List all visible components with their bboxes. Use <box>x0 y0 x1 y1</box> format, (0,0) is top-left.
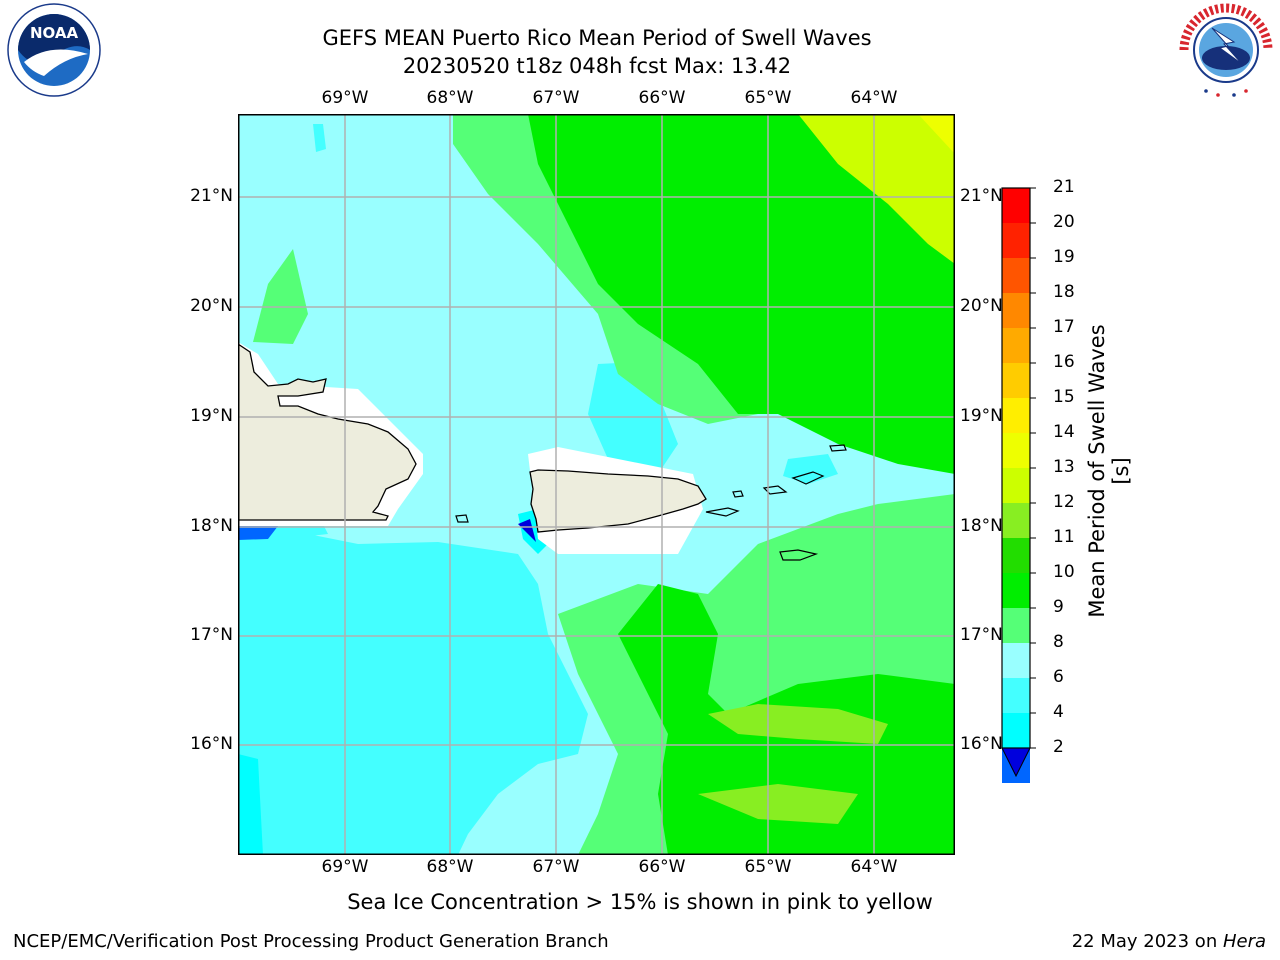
land-vieques <box>705 507 740 517</box>
lat-label-left-18n: 18°N <box>190 516 233 536</box>
map-frame <box>238 114 955 855</box>
contour-11-12 <box>708 704 888 744</box>
contour-12-13 <box>798 114 955 264</box>
lon-label-bottom-67w: 67°W <box>532 857 580 877</box>
map-panel <box>238 114 955 855</box>
colorbar-tick-label: 21 <box>1053 177 1075 197</box>
lon-label-bottom-66w: 66°W <box>638 857 686 877</box>
lon-label-top-69w: 69°W <box>321 88 369 108</box>
land-bvi <box>791 471 825 485</box>
lon-label-bottom-68w: 68°W <box>426 857 474 877</box>
lon-label-bottom-65w: 65°W <box>744 857 792 877</box>
colorbar-tick-label: 16 <box>1053 352 1075 372</box>
colorbar-band <box>1002 608 1030 643</box>
lon-label-top-67w: 67°W <box>532 88 580 108</box>
colorbar-tick-label: 9 <box>1053 597 1064 617</box>
footer-date: 22 May 2023 on Hera <box>1072 931 1266 952</box>
colorbar-tick-label: 17 <box>1053 317 1075 337</box>
lat-label-left-20n: 20°N <box>190 296 233 316</box>
colorbar-band <box>1002 363 1030 398</box>
footer-machine: Hera <box>1222 931 1266 952</box>
contour-9-10-nw <box>253 249 308 344</box>
contour-6-8-nw-patch <box>313 124 326 152</box>
land-stcroix <box>779 549 819 561</box>
colorbar-band <box>1002 468 1030 503</box>
colorbar-band <box>1002 328 1030 363</box>
colorbar-band <box>1002 223 1030 258</box>
colorbar-tick-label: 14 <box>1053 422 1075 442</box>
colorbar-tick-label: 6 <box>1053 667 1064 687</box>
colorbar-tick-label: 4 <box>1053 702 1064 722</box>
contour-4-6-west <box>238 754 263 855</box>
colorbar-band <box>1002 503 1030 538</box>
colorbar-band <box>1002 433 1030 468</box>
lon-label-top-68w: 68°W <box>426 88 474 108</box>
lat-label-left-21n: 21°N <box>190 186 233 206</box>
colorbar-band <box>1002 293 1030 328</box>
lat-label-right-20n: 20°N <box>960 296 1003 316</box>
sea-ice-note: Sea Ice Concentration > 15% is shown in … <box>347 890 933 914</box>
lat-label-right-19n: 19°N <box>960 406 1003 426</box>
colorbar-band <box>1002 188 1030 223</box>
colorbar-tick-label: 15 <box>1053 387 1075 407</box>
colorbar-band <box>1002 713 1030 748</box>
colorbar-tick-label: 10 <box>1053 562 1075 582</box>
colorbar-tick-label: 12 <box>1053 492 1075 512</box>
nws-logo <box>1176 2 1276 102</box>
colorbar-band <box>1002 398 1030 433</box>
contour-11-12-b <box>698 784 858 824</box>
noaa-logo: NOAA <box>4 2 104 102</box>
gridlines <box>238 114 955 855</box>
colorbar-band <box>1002 538 1030 573</box>
colorbar-band <box>1002 573 1030 608</box>
lon-label-top-65w: 65°W <box>744 88 792 108</box>
colorbar-tick-label: 19 <box>1053 247 1075 267</box>
colorbar-tick-label: 13 <box>1053 457 1075 477</box>
colorbar <box>1000 186 1040 786</box>
contour-13-14 <box>918 114 955 154</box>
lat-label-left-19n: 19°N <box>190 406 233 426</box>
colorbar-tick-label: 18 <box>1053 282 1075 302</box>
colorbar-svg <box>1001 187 1036 783</box>
colorbar-band <box>1002 678 1030 713</box>
lon-label-top-66w: 66°W <box>638 88 686 108</box>
lon-label-bottom-69w: 69°W <box>321 857 369 877</box>
lat-label-left-17n: 17°N <box>190 625 233 645</box>
footer-date-text: 22 May 2023 on <box>1071 931 1223 952</box>
lat-label-left-16n: 16°N <box>190 734 233 754</box>
contour-below-2 <box>518 519 536 542</box>
lat-label-right-18n: 18°N <box>960 516 1003 536</box>
contour-2-4 <box>238 524 278 540</box>
colorbar-title: Mean Period of Swell Waves [s] <box>1085 324 1133 618</box>
colorbar-band <box>1002 258 1030 293</box>
colorbar-tick-label: 11 <box>1053 527 1075 547</box>
chart-subtitle: 20230520 t18z 048h fcst Max: 13.42 <box>402 54 792 78</box>
lat-label-right-21n: 21°N <box>960 186 1003 206</box>
lat-label-right-17n: 17°N <box>960 625 1003 645</box>
contour-10-11 <box>528 114 955 474</box>
land-anegada <box>829 444 847 452</box>
noaa-logo-text: NOAA <box>30 24 79 42</box>
lat-label-right-16n: 16°N <box>960 734 1003 754</box>
colorbar-tick-label: 2 <box>1053 737 1064 757</box>
contour-6-8-southwest <box>238 532 588 855</box>
colorbar-band <box>1002 643 1030 678</box>
land-mona <box>455 514 469 523</box>
footer-branch: NCEP/EMC/Verification Post Processing Pr… <box>13 931 609 952</box>
lon-label-bottom-64w: 64°W <box>850 857 898 877</box>
colorbar-tick-label: 20 <box>1053 212 1075 232</box>
chart-title: GEFS MEAN Puerto Rico Mean Period of Swe… <box>322 26 872 50</box>
colorbar-tick-label: 8 <box>1053 632 1064 652</box>
map-svg <box>238 114 955 855</box>
land-hispaniola <box>238 343 417 521</box>
land-culebra <box>732 490 744 498</box>
lon-label-top-64w: 64°W <box>850 88 898 108</box>
